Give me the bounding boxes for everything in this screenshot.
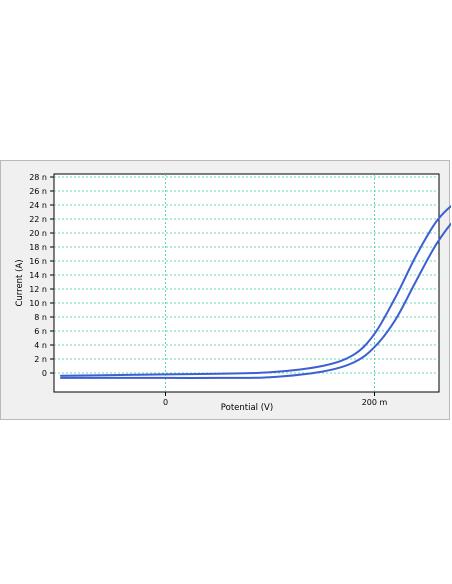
x-tick-label: 0 xyxy=(163,398,168,407)
y-tick-label: 26 n xyxy=(29,187,47,196)
y-tick-label: 28 n xyxy=(29,173,47,182)
y-tick-label: 10 n xyxy=(29,299,47,308)
y-tick-label: 24 n xyxy=(29,201,47,210)
y-tick-label: 12 n xyxy=(29,285,47,294)
y-tick-label: 14 n xyxy=(29,271,47,280)
chart-panel: 0 2 n 4 n 6 n 8 n 10 n 12 n 14 n 16 n 18 n 20 n 22 … xyxy=(0,160,451,420)
y-axis-title: Current (A) xyxy=(15,259,25,306)
series-line-2 xyxy=(60,222,451,379)
y-tick-label: 0 xyxy=(42,369,47,378)
y-tick-label: 18 n xyxy=(29,243,47,252)
y-tick-label: 6 n xyxy=(34,327,47,336)
chart-svg: 0 2 n 4 n 6 n 8 n 10 n 12 n 14 n 16 n 18 n 20 n 22 … xyxy=(15,173,451,413)
y-tick-label: 16 n xyxy=(29,257,47,266)
y-tick-label: 2 n xyxy=(34,355,47,364)
y-tick-label: 4 n xyxy=(34,341,47,350)
y-tick-label: 22 n xyxy=(29,215,47,224)
y-tick-label: 8 n xyxy=(34,313,47,322)
y-tick-label: 20 n xyxy=(29,229,47,238)
x-axis-title: Potential (V) xyxy=(221,403,273,413)
x-tick-label: 200 m xyxy=(362,398,388,407)
series-line-1 xyxy=(60,204,451,377)
